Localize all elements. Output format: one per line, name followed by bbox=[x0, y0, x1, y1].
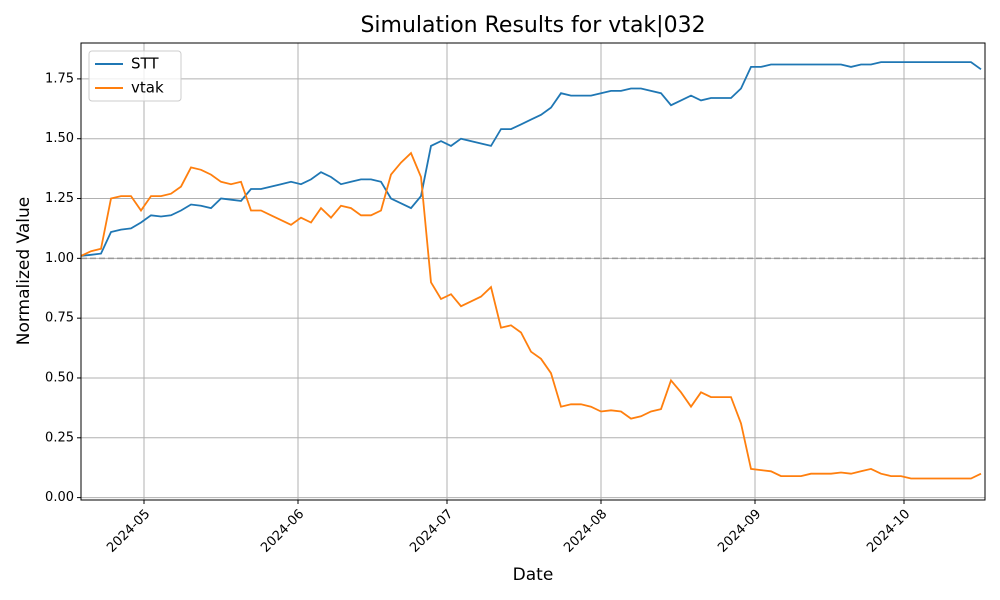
x-tick-label: 2024-09 bbox=[715, 507, 764, 556]
x-tick-label: 2024-10 bbox=[864, 507, 913, 556]
y-tick-label: 0.25 bbox=[45, 430, 74, 445]
series-line bbox=[80, 61, 982, 257]
legend-label: STT bbox=[131, 55, 159, 73]
y-tick-label: 0.00 bbox=[45, 490, 74, 505]
y-tick-label: 1.50 bbox=[45, 131, 74, 146]
legend: STT vtak bbox=[88, 50, 182, 102]
x-tick-label: 2024-06 bbox=[258, 507, 307, 556]
x-tick-label: 2024-07 bbox=[407, 507, 456, 556]
y-tick-label: 1.75 bbox=[45, 71, 74, 86]
y-tick-label: 1.00 bbox=[45, 251, 74, 266]
y-tick-label: 1.25 bbox=[45, 191, 74, 206]
series-line bbox=[80, 151, 982, 480]
x-axis-label: Date bbox=[513, 565, 554, 585]
x-tick-label: 2024-05 bbox=[104, 507, 153, 556]
chart-title: Simulation Results for vtak|032 bbox=[360, 13, 705, 38]
y-tick-label: 0.50 bbox=[45, 370, 74, 385]
legend-label: vtak bbox=[131, 79, 164, 97]
y-axis-label: Normalized Value bbox=[14, 197, 34, 346]
x-tick-label: 2024-08 bbox=[561, 507, 610, 556]
plot-frame bbox=[80, 42, 986, 501]
y-tick-label: 0.75 bbox=[45, 311, 74, 326]
